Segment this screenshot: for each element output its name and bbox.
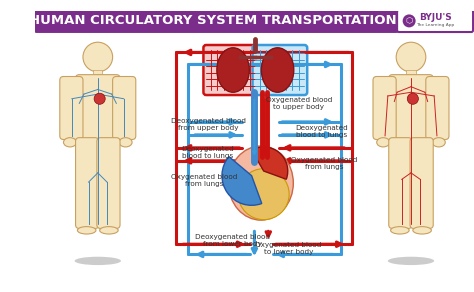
FancyBboxPatch shape [253, 45, 307, 95]
Ellipse shape [391, 227, 409, 234]
Circle shape [396, 42, 426, 72]
FancyBboxPatch shape [203, 45, 258, 95]
FancyBboxPatch shape [410, 138, 433, 228]
FancyBboxPatch shape [60, 77, 83, 140]
Ellipse shape [64, 138, 76, 147]
Ellipse shape [100, 227, 118, 234]
Ellipse shape [413, 227, 431, 234]
Ellipse shape [238, 169, 289, 220]
Text: Deoxygenated blood
from upper body: Deoxygenated blood from upper body [171, 118, 246, 131]
FancyBboxPatch shape [34, 9, 399, 33]
Text: Deoxygenated
blood to lungs: Deoxygenated blood to lungs [296, 125, 348, 138]
Bar [406, 70, 416, 78]
Circle shape [402, 14, 416, 27]
Text: HUMAN CIRCULATORY SYSTEM TRANSPORTATION: HUMAN CIRCULATORY SYSTEM TRANSPORTATION [29, 14, 397, 27]
Ellipse shape [432, 138, 445, 147]
Ellipse shape [377, 138, 390, 147]
Bar [93, 70, 102, 78]
Wedge shape [252, 147, 288, 179]
Circle shape [83, 42, 113, 72]
Text: Oxygenated blood
to lower body: Oxygenated blood to lower body [255, 242, 322, 255]
Circle shape [407, 93, 419, 104]
FancyBboxPatch shape [389, 75, 433, 145]
Text: Oxygenated blood
from lungs: Oxygenated blood from lungs [291, 157, 357, 170]
Ellipse shape [388, 257, 434, 265]
Ellipse shape [119, 138, 132, 147]
FancyBboxPatch shape [75, 75, 120, 145]
Ellipse shape [217, 48, 249, 92]
FancyBboxPatch shape [35, 11, 474, 31]
FancyBboxPatch shape [426, 77, 449, 140]
Ellipse shape [261, 48, 294, 92]
Text: Deoxygenated
blood to lungs: Deoxygenated blood to lungs [182, 146, 235, 159]
FancyBboxPatch shape [75, 138, 99, 228]
FancyBboxPatch shape [97, 138, 120, 228]
Ellipse shape [74, 257, 121, 265]
Text: Oxygenated blood
to upper body: Oxygenated blood to upper body [266, 97, 332, 110]
Text: The Learning App: The Learning App [416, 22, 454, 27]
Ellipse shape [228, 146, 293, 220]
Text: ⬡: ⬡ [405, 16, 413, 25]
Circle shape [94, 93, 105, 104]
FancyBboxPatch shape [113, 77, 136, 140]
Text: Oxygenated blood
from lungs: Oxygenated blood from lungs [171, 174, 237, 187]
Wedge shape [222, 157, 262, 205]
Ellipse shape [77, 227, 96, 234]
Text: Deoxygenated blood
from lower body: Deoxygenated blood from lower body [195, 234, 270, 247]
FancyBboxPatch shape [397, 10, 473, 32]
Text: BYJU'S: BYJU'S [419, 13, 451, 22]
FancyBboxPatch shape [373, 77, 396, 140]
FancyBboxPatch shape [389, 138, 412, 228]
